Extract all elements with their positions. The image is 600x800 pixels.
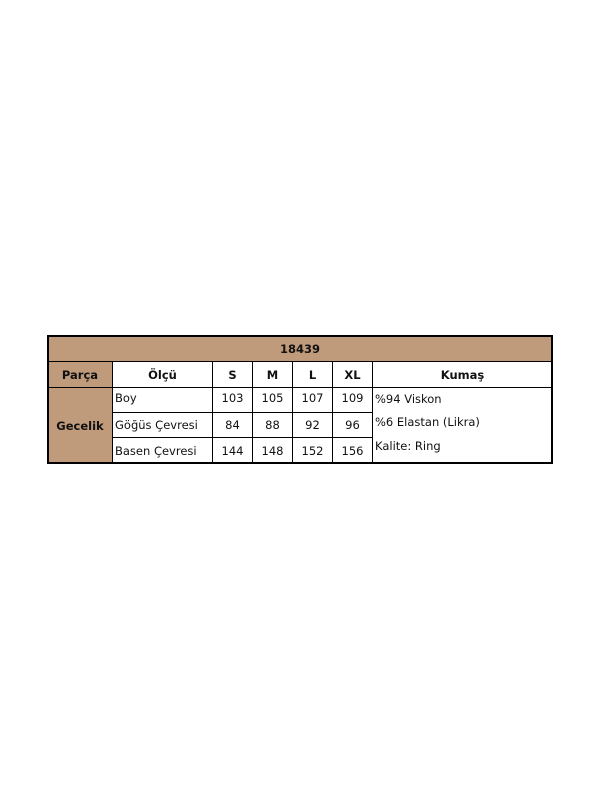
row-label: Göğüs Çevresi — [112, 412, 213, 438]
header-kumas: Kumaş — [372, 361, 553, 388]
cell: 109 — [332, 387, 373, 413]
row-label: Boy — [112, 387, 213, 413]
header-parca: Parça — [47, 361, 113, 388]
fabric-line: %94 Viskon — [375, 392, 442, 406]
cell: 144 — [212, 437, 253, 464]
fabric-line: Kalite: Ring — [375, 439, 441, 453]
cell: 92 — [292, 412, 333, 438]
part-cell: Gecelik — [47, 387, 113, 464]
row-label: Basen Çevresi — [112, 437, 213, 464]
fabric-line: %6 Elastan (Likra) — [375, 415, 480, 429]
cell: 152 — [292, 437, 333, 464]
header-olcu: Ölçü — [112, 361, 213, 388]
cell: 103 — [212, 387, 253, 413]
cell: 148 — [252, 437, 293, 464]
cell: 105 — [252, 387, 293, 413]
header-l: L — [292, 361, 333, 388]
table-title: 18439 — [47, 335, 553, 362]
cell: 107 — [292, 387, 333, 413]
cell: 156 — [332, 437, 373, 464]
cell: 88 — [252, 412, 293, 438]
header-s: S — [212, 361, 253, 388]
cell: 84 — [212, 412, 253, 438]
cell: 96 — [332, 412, 373, 438]
header-m: M — [252, 361, 293, 388]
header-xl: XL — [332, 361, 373, 388]
